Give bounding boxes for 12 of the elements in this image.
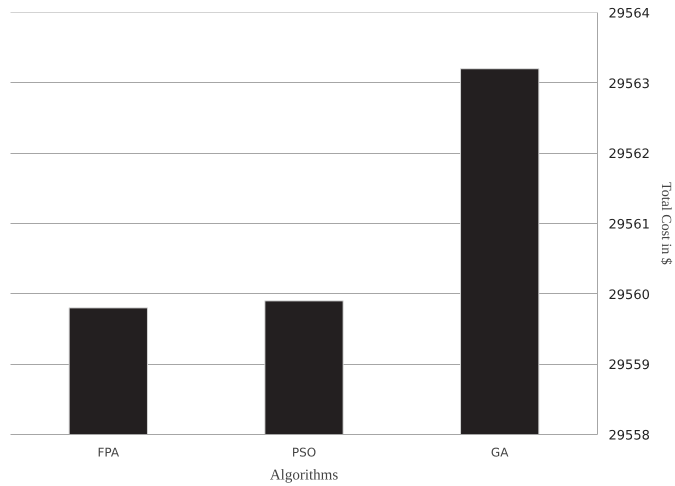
y-tick-label: 29562 [608,147,650,162]
y-tick-label: 29558 [608,428,650,444]
y-tick-label: 29563 [608,76,650,92]
y-axis-title: Total Cost in $ [658,182,673,265]
x-tick-label: GA [490,446,510,460]
x-axis-title: Algorithms [270,468,338,484]
x-tick-label: FPA [98,446,120,460]
x-tick-label: PSO [292,446,316,460]
y-tick-label: 29564 [608,6,650,22]
y-tick-label: 29560 [608,288,650,303]
y-tick-label: 29559 [608,358,650,374]
y-tick-label: 29561 [608,218,650,232]
